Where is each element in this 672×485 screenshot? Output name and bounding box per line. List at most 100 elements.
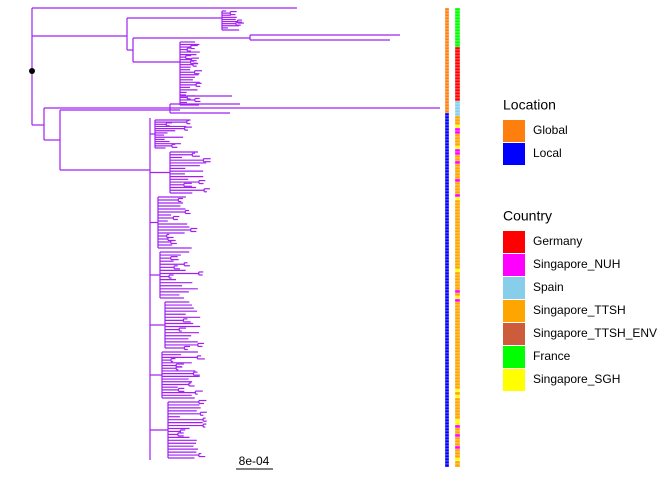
country-cell (454, 268, 461, 273)
location-cell (444, 52, 450, 57)
location-cell (444, 322, 450, 327)
legend-label: Singapore_TTSH_ENV (533, 326, 657, 340)
country-cell (454, 7, 461, 12)
country-cell (454, 352, 461, 357)
location-cell (444, 259, 450, 264)
country-cell (454, 238, 461, 243)
location-cell (444, 64, 450, 69)
country-cell (454, 445, 461, 450)
country-cell (454, 43, 461, 48)
location-cell (444, 316, 450, 321)
country-cell (454, 226, 461, 231)
country-cell (454, 340, 461, 345)
country-cell (454, 34, 461, 39)
location-cell (444, 286, 450, 291)
country-cell (454, 163, 461, 168)
location-cell (444, 325, 450, 330)
location-cell (444, 430, 450, 435)
location-cell (444, 409, 450, 414)
country-cell (454, 154, 461, 159)
country-cell (454, 169, 461, 174)
location-cell (444, 112, 450, 117)
country-cell (454, 409, 461, 414)
country-cell (454, 388, 461, 393)
location-cell (444, 172, 450, 177)
country-cell (454, 265, 461, 270)
location-cell (444, 346, 450, 351)
location-cell (444, 145, 450, 150)
country-cell (454, 421, 461, 426)
country-cell (454, 391, 461, 396)
country-cell (454, 118, 461, 123)
location-cell (444, 439, 450, 444)
location-cell (444, 283, 450, 288)
location-cell (444, 178, 450, 183)
location-cell (444, 235, 450, 240)
location-cell (444, 292, 450, 297)
country-cell (454, 325, 461, 330)
country-cell (454, 292, 461, 297)
location-cell (444, 268, 450, 273)
location-cell (444, 181, 450, 186)
country-cell (454, 106, 461, 111)
country-cell (454, 400, 461, 405)
location-cell (444, 223, 450, 228)
country-cell (454, 316, 461, 321)
legend-label: Germany (533, 234, 582, 248)
location-cell (444, 301, 450, 306)
country-cell (454, 88, 461, 93)
country-cell (454, 202, 461, 207)
country-cell (454, 304, 461, 309)
country-cell (454, 124, 461, 129)
legend-label: Global (533, 123, 568, 137)
location-cell (444, 367, 450, 372)
location-cell (444, 373, 450, 378)
country-cell (454, 448, 461, 453)
legend-key (503, 369, 525, 391)
location-cell (444, 187, 450, 192)
legend-label: Singapore_SGH (533, 372, 620, 386)
country-cell (454, 280, 461, 285)
country-cell (454, 310, 461, 315)
country-cell (454, 70, 461, 75)
location-cell (444, 331, 450, 336)
country-cell (454, 295, 461, 300)
country-cell (454, 214, 461, 219)
location-cell (444, 274, 450, 279)
country-cell (454, 73, 461, 78)
country-cell (454, 199, 461, 204)
location-cell (444, 457, 450, 462)
country-cell (454, 121, 461, 126)
location-cell (444, 37, 450, 42)
country-cell (454, 343, 461, 348)
country-cell (454, 298, 461, 303)
country-cell (454, 259, 461, 264)
country-cell (454, 418, 461, 423)
location-cell (444, 340, 450, 345)
location-cell (444, 262, 450, 267)
location-cell (444, 241, 450, 246)
location-cell (444, 55, 450, 60)
location-cell (444, 175, 450, 180)
location-cell (444, 445, 450, 450)
country-cell (454, 346, 461, 351)
country-cell (454, 130, 461, 135)
location-cell (444, 391, 450, 396)
country-cell (454, 376, 461, 381)
location-cell (444, 418, 450, 423)
country-cell (454, 31, 461, 36)
country-cell (454, 463, 461, 468)
country-cell (454, 115, 461, 120)
location-cell (444, 94, 450, 99)
country-cell (454, 67, 461, 72)
location-cell (444, 166, 450, 171)
legend-key (503, 143, 525, 165)
country-cell (454, 307, 461, 312)
country-cell (454, 184, 461, 189)
country-cell (454, 358, 461, 363)
location-cell (444, 304, 450, 309)
country-cell (454, 187, 461, 192)
location-cell (444, 148, 450, 153)
legend-key (503, 231, 525, 253)
country-cell (454, 403, 461, 408)
